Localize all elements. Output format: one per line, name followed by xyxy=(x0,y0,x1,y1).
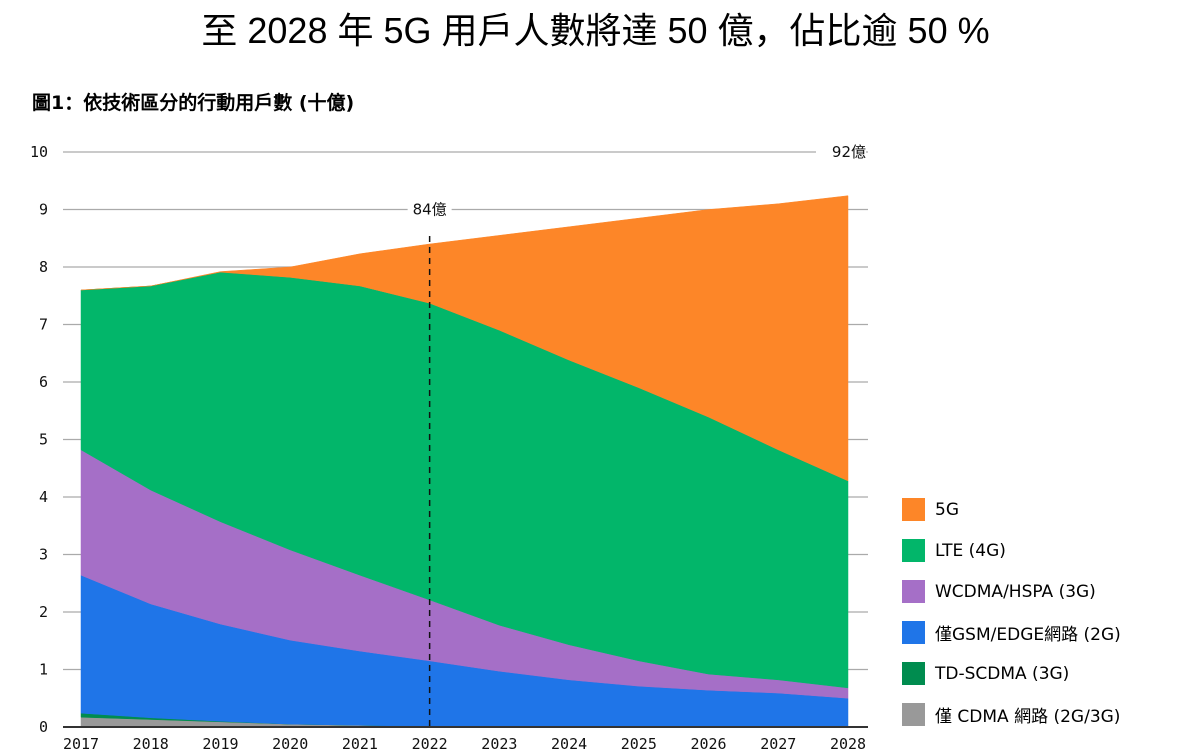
legend-item-5g: 5G xyxy=(902,489,1121,530)
y-tick-label: 9 xyxy=(39,201,48,219)
legend-swatch xyxy=(902,621,925,644)
x-tick-label: 2020 xyxy=(272,735,308,753)
y-tick-label: 8 xyxy=(39,258,48,276)
y-tick-label: 6 xyxy=(39,373,48,391)
area-series xyxy=(63,195,868,728)
legend-swatch xyxy=(902,539,925,562)
y-tick-label: 10 xyxy=(30,143,48,161)
legend-item-gsm: 僅GSM/EDGE網路 (2G) xyxy=(902,612,1121,653)
annotation-bg xyxy=(407,198,452,219)
x-axis-ticks: 2017 2018 2019 2020 2021 2022 2023 2024 2025 2026… xyxy=(63,735,866,753)
x-tick-label: 2026 xyxy=(690,735,726,753)
legend: 5G LTE (4G) WCDMA/HSPA (3G) 僅GSM/EDGE網路 … xyxy=(902,489,1121,735)
y-tick-label: 7 xyxy=(39,316,48,334)
y-tick-label: 0 xyxy=(39,718,48,736)
y-tick-label: 1 xyxy=(39,661,48,679)
x-tick-label: 2023 xyxy=(481,735,517,753)
x-tick-label: 2019 xyxy=(202,735,238,753)
y-tick-label: 3 xyxy=(39,546,48,564)
x-tick-label: 2027 xyxy=(760,735,796,753)
annotation-label: 92億 xyxy=(832,143,866,161)
x-tick-label: 2021 xyxy=(342,735,378,753)
legend-label: LTE (4G) xyxy=(935,540,1006,561)
legend-swatch xyxy=(902,580,925,603)
area-5g xyxy=(80,195,849,482)
legend-swatch xyxy=(902,662,925,685)
x-tick-label: 2025 xyxy=(621,735,657,753)
y-tick-label: 4 xyxy=(39,488,48,506)
x-tick-label: 2018 xyxy=(133,735,169,753)
annotation-label: 84億 xyxy=(413,201,447,219)
legend-item-cdma: 僅 CDMA 網路 (2G/3G) xyxy=(902,694,1121,735)
legend-label: 僅 CDMA 網路 (2G/3G) xyxy=(935,707,1121,727)
x-tick-label: 2028 xyxy=(830,735,866,753)
legend-swatch xyxy=(902,703,925,726)
legend-label: 僅GSM/EDGE網路 (2G) xyxy=(935,625,1121,645)
legend-swatch xyxy=(902,498,925,521)
page-title: 至 2028 年 5G 用戶人數將達 50 億，佔比逾 50 % xyxy=(201,10,990,51)
x-tick-label: 2024 xyxy=(551,735,587,753)
legend-label: 5G xyxy=(935,499,959,520)
x-tick-label: 2017 xyxy=(63,735,99,753)
legend-item-tdscdma: TD-SCDMA (3G) xyxy=(902,653,1121,694)
legend-label: TD-SCDMA (3G) xyxy=(935,663,1070,684)
legend-label: WCDMA/HSPA (3G) xyxy=(935,581,1096,602)
x-tick-label: 2022 xyxy=(412,735,448,753)
chart-title: 圖1：依技術區分的行動用戶數 (十億) xyxy=(32,92,355,114)
annotation-bg xyxy=(816,141,866,161)
y-tick-label: 2 xyxy=(39,603,48,621)
legend-item-wcdma: WCDMA/HSPA (3G) xyxy=(902,571,1121,612)
y-axis-ticks: 0 1 2 3 4 5 6 7 8 9 10 xyxy=(30,143,48,736)
legend-item-lte: LTE (4G) xyxy=(902,530,1121,571)
y-tick-label: 5 xyxy=(39,431,48,449)
annotations: 84億 92億 xyxy=(407,141,866,219)
